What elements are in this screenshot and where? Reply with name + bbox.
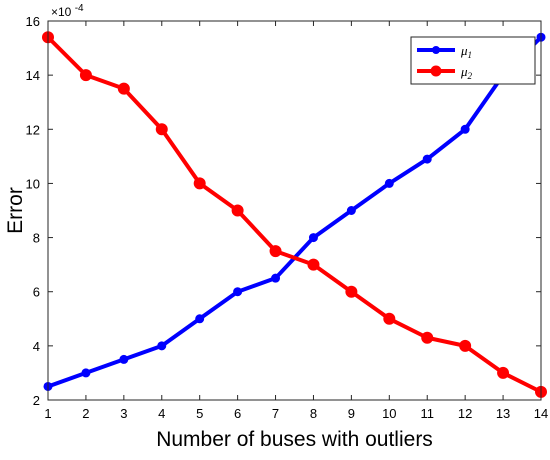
- data-point: [421, 331, 434, 344]
- data-point: [384, 178, 394, 188]
- legend-symbol: μ: [460, 64, 468, 79]
- data-point: [79, 69, 92, 82]
- x-tick-label: 7: [272, 406, 279, 421]
- data-point: [346, 206, 356, 215]
- x-tick-label: 5: [196, 406, 203, 421]
- y-tick-label: 8: [33, 231, 40, 246]
- data-point: [460, 124, 470, 134]
- y-tick-label: 10: [26, 176, 40, 191]
- data-point: [269, 245, 282, 258]
- legend-subscript: 1: [468, 50, 473, 60]
- series-2: [42, 31, 547, 398]
- legend-box: [410, 36, 536, 85]
- y-tick-label: 4: [33, 339, 40, 354]
- y-tick-label: 14: [26, 68, 40, 83]
- x-tick-label: 13: [496, 406, 510, 421]
- legend-marker: [432, 46, 440, 54]
- legend-item-1: μ1: [417, 43, 472, 60]
- series-line: [46, 35, 543, 394]
- x-tick-label: 10: [382, 406, 396, 421]
- y-tick-label: 2: [33, 393, 40, 408]
- data-point: [307, 258, 320, 271]
- y-exponent: -4: [75, 3, 84, 14]
- x-tick-label: 11: [420, 406, 434, 421]
- y-multiplier: ×10: [51, 5, 72, 19]
- legend-label: μ1: [460, 43, 472, 60]
- data-point: [308, 233, 318, 243]
- data-point: [117, 82, 130, 95]
- data-point: [345, 285, 358, 298]
- plot-frame: [47, 20, 542, 401]
- x-tick-label: 9: [348, 406, 355, 421]
- legend-symbol: μ: [460, 43, 468, 58]
- data-point: [422, 154, 432, 164]
- legend-label: μ2: [460, 64, 473, 81]
- data-point: [157, 341, 167, 351]
- data-point: [459, 339, 472, 352]
- x-tick-label: 2: [82, 406, 89, 421]
- x-axis-label: Number of buses with outliers: [156, 428, 433, 451]
- legend-item-2: μ2: [417, 64, 473, 81]
- legend-subscript: 2: [468, 71, 473, 81]
- y-tick-label: 16: [26, 14, 40, 29]
- data-point: [497, 366, 510, 379]
- data-point: [81, 368, 91, 378]
- data-point: [195, 314, 205, 324]
- x-tick-label: 6: [234, 406, 241, 421]
- series-layer: [42, 31, 547, 398]
- y-tick-label: 6: [33, 285, 40, 300]
- data-point: [193, 177, 206, 190]
- y-exponent-label: ×10 -4: [51, 3, 84, 19]
- data-point: [231, 204, 244, 217]
- data-point: [155, 123, 168, 136]
- data-point: [233, 287, 243, 297]
- x-tick-label: 12: [458, 406, 472, 421]
- data-point: [119, 354, 129, 364]
- y-axis-label: Error: [4, 187, 27, 234]
- x-tick-label: 1: [44, 406, 51, 421]
- x-tick-label: 14: [534, 406, 548, 421]
- y-tick-label: 12: [26, 122, 40, 137]
- data-point: [383, 312, 396, 325]
- x-tick-label: 4: [158, 406, 165, 421]
- legend-marker: [430, 65, 442, 77]
- data-point: [271, 273, 281, 283]
- x-tick-label: 3: [120, 406, 127, 421]
- x-tick-label: 8: [310, 406, 317, 421]
